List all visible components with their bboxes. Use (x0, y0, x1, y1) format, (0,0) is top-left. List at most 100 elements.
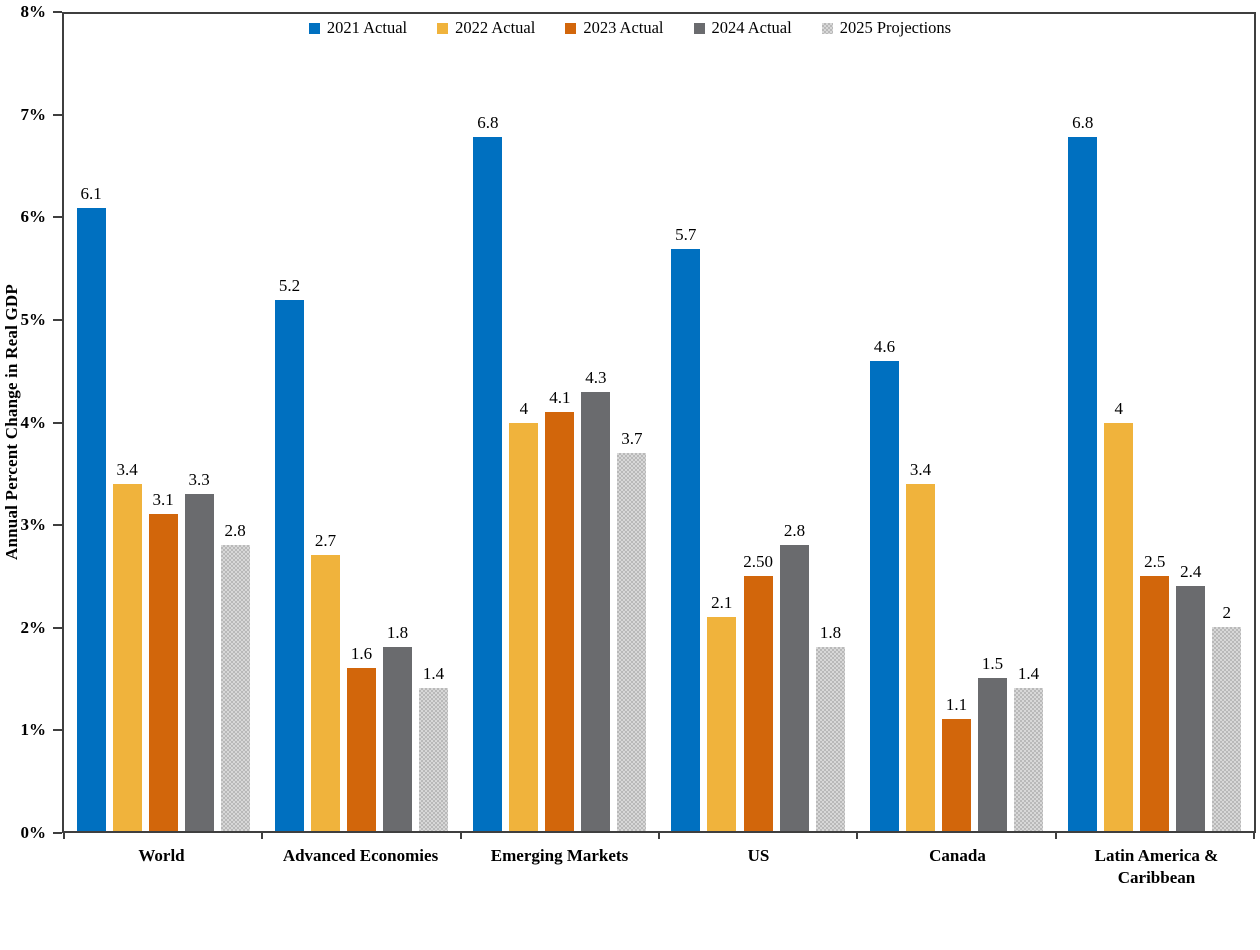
bar-value-label: 2.8 (224, 521, 246, 541)
bar-value-label: 1.1 (945, 694, 968, 714)
bar-wrap: 1.1 (941, 14, 971, 831)
x-axis-tick (1253, 833, 1255, 839)
bar-wrap: 2.8 (780, 14, 810, 831)
bar-wrap: 1.5 (977, 14, 1007, 831)
bar (869, 361, 899, 831)
bar (941, 718, 971, 831)
legend-label: 2021 Actual (326, 18, 408, 37)
bar-value-label: 4.1 (549, 388, 571, 408)
bar-group: 6.8 4 4.1 4.3 3.7 (461, 14, 659, 831)
bar (148, 514, 178, 831)
y-tick-mark (53, 626, 62, 629)
bar-wrap: 4 (509, 14, 539, 831)
bar-wrap: 3.3 (184, 14, 214, 831)
legend-marker (308, 22, 320, 34)
legend-item: 2024 Actual (693, 18, 792, 38)
bar (905, 483, 935, 831)
bar-wrap: 4.1 (545, 14, 575, 831)
y-tick-mark (53, 113, 62, 116)
bar-wrap: 2.8 (220, 14, 250, 831)
x-category-label: Emerging Markets (490, 846, 629, 865)
bar (382, 647, 412, 831)
legend-label: 2025 Projections (839, 18, 952, 37)
y-axis: 0% 1% 2% 3% 4% 5% 6% 7% 8% (0, 2, 62, 842)
legend-label: 2024 Actual (711, 18, 792, 37)
bar-value-label: 2 (1222, 602, 1232, 622)
x-category-label: World (138, 846, 185, 865)
bar (1212, 626, 1242, 831)
y-tick-mark (53, 832, 62, 834)
bar-wrap: 1.8 (382, 14, 412, 831)
bar-wrap: 1.4 (1013, 14, 1043, 831)
legend-item: 2023 Actual (565, 18, 664, 38)
bar-wrap: 3.7 (617, 14, 647, 831)
x-axis-tick (63, 833, 65, 839)
y-tick-label: 4% (20, 412, 47, 432)
legend-label: 2023 Actual (583, 18, 664, 37)
bar-wrap: 1.6 (346, 14, 376, 831)
bar (310, 555, 340, 831)
y-tick-label: 2% (20, 617, 47, 637)
bar-value-label: 3.1 (152, 490, 174, 510)
bar (1176, 585, 1206, 831)
bar-wrap: 1.4 (418, 14, 448, 831)
bar-value-label: 4.3 (585, 367, 607, 387)
bar-wrap: 3.4 (905, 14, 935, 831)
bar-group: 6.8 4 2.5 2.4 2 (1056, 14, 1254, 831)
bar-value-label: 3.3 (188, 470, 210, 489)
y-tick-mark (53, 11, 62, 13)
bar-wrap: 5.2 (274, 14, 304, 831)
legend-item: 2025 Projections (821, 18, 952, 38)
bar-wrap: 6.8 (473, 14, 503, 831)
bar-value-label: 2.4 (1180, 561, 1202, 581)
x-axis-tick (1054, 833, 1057, 839)
bar-value-label: 6.8 (1072, 112, 1094, 132)
y-tick-mark (53, 524, 62, 527)
bar-wrap: 1.8 (816, 14, 846, 831)
x-axis-tick (459, 833, 462, 839)
bar (743, 575, 773, 831)
bar-value-label: 1.4 (1017, 664, 1040, 684)
x-category-label: Advanced Economies (282, 846, 439, 865)
bar-wrap: 6.8 (1068, 14, 1098, 831)
bar (780, 545, 810, 831)
bar-wrap: 2 (1212, 14, 1242, 831)
x-category-label: Latin America & Caribbean (1094, 846, 1219, 887)
legend-marker (437, 22, 449, 34)
y-tick-mark (53, 729, 62, 732)
y-tick-label: 3% (20, 515, 47, 535)
bar (76, 208, 106, 831)
bar-value-label: 3.7 (621, 429, 643, 449)
legend-item: 2021 Actual (308, 18, 408, 38)
bar (671, 248, 701, 831)
y-tick-label: 7% (20, 104, 47, 124)
legend-label: 2022 Actual (455, 18, 536, 37)
bar-wrap: 4.3 (581, 14, 611, 831)
y-tick-mark (53, 421, 62, 424)
bar-value-label: 4.6 (873, 337, 896, 357)
bar-group: 6.1 3.4 3.1 3.3 2.8 (64, 14, 262, 831)
y-tick-label: 8% (20, 2, 47, 21)
bar (1140, 575, 1170, 831)
bar-wrap: 6.1 (76, 14, 106, 831)
legend-marker (821, 22, 833, 34)
x-category-label: US (747, 846, 770, 865)
bar-value-label: 4 (519, 398, 529, 418)
bar-value-label: 4 (1114, 398, 1124, 418)
bar (418, 688, 448, 831)
bar-value-label: 2.8 (783, 521, 806, 541)
bar-group: 5.2 2.7 1.6 1.8 1.4 (262, 14, 460, 831)
x-axis-tick (658, 833, 660, 839)
plot-area: 6.1 3.4 3.1 3.3 2.8 5.2 2.7 1.6 1.8 1.4 6.8 4 4.1 4.3… (62, 12, 1256, 839)
x-axis-tick (856, 833, 859, 839)
bar-wrap: 3.1 (148, 14, 178, 831)
bar-value-label: 3.4 (909, 459, 932, 479)
bar (509, 422, 539, 831)
legend-marker (693, 22, 705, 34)
bar-wrap: 2.7 (310, 14, 340, 831)
x-category-label: Canada (929, 846, 986, 865)
bar-wrap: 4.6 (869, 14, 899, 831)
bar-value-label: 1.4 (422, 664, 445, 684)
y-tick-mark (53, 318, 62, 321)
